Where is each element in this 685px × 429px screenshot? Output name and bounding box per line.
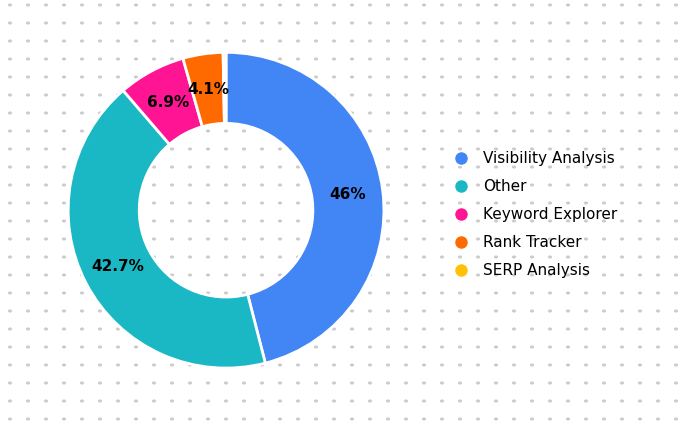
Wedge shape <box>183 52 225 127</box>
Text: 46%: 46% <box>329 187 366 202</box>
Text: 42.7%: 42.7% <box>91 259 144 274</box>
Text: 6.9%: 6.9% <box>147 95 189 110</box>
Wedge shape <box>226 52 384 363</box>
Text: 4.1%: 4.1% <box>187 82 229 97</box>
Legend: Visibility Analysis, Other, Keyword Explorer, Rank Tracker, SERP Analysis: Visibility Analysis, Other, Keyword Expl… <box>439 145 624 284</box>
Wedge shape <box>123 58 202 145</box>
Wedge shape <box>68 91 265 368</box>
Wedge shape <box>223 52 226 124</box>
